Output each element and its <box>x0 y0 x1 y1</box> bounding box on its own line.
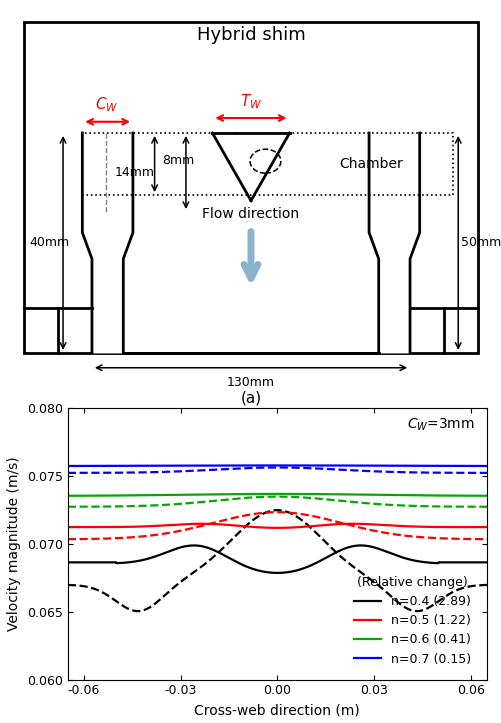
Polygon shape <box>82 133 133 353</box>
Text: $C_W$=3mm: $C_W$=3mm <box>406 416 473 433</box>
Text: Chamber: Chamber <box>339 157 402 171</box>
Text: 14mm: 14mm <box>114 166 154 179</box>
Text: 8mm: 8mm <box>161 155 194 168</box>
Text: $C_W$: $C_W$ <box>95 95 118 114</box>
X-axis label: Cross-web direction (m): Cross-web direction (m) <box>194 703 360 717</box>
Text: 40mm: 40mm <box>29 236 69 249</box>
Bar <box>82 133 452 195</box>
Text: Flow direction: Flow direction <box>202 208 299 221</box>
Text: $T_W$: $T_W$ <box>239 92 262 111</box>
Text: 50mm: 50mm <box>460 236 500 249</box>
Text: (a): (a) <box>240 390 261 406</box>
Text: Hybrid shim: Hybrid shim <box>196 27 305 44</box>
Polygon shape <box>368 133 419 353</box>
Legend: n=0.4 (2.89), n=0.5 (1.22), n=0.6 (0.41), n=0.7 (0.15): n=0.4 (2.89), n=0.5 (1.22), n=0.6 (0.41)… <box>348 570 475 671</box>
Bar <box>25 22 476 353</box>
Polygon shape <box>212 133 289 200</box>
Text: 130mm: 130mm <box>226 376 275 389</box>
Y-axis label: Velocity magnitude (m/s): Velocity magnitude (m/s) <box>8 457 22 631</box>
